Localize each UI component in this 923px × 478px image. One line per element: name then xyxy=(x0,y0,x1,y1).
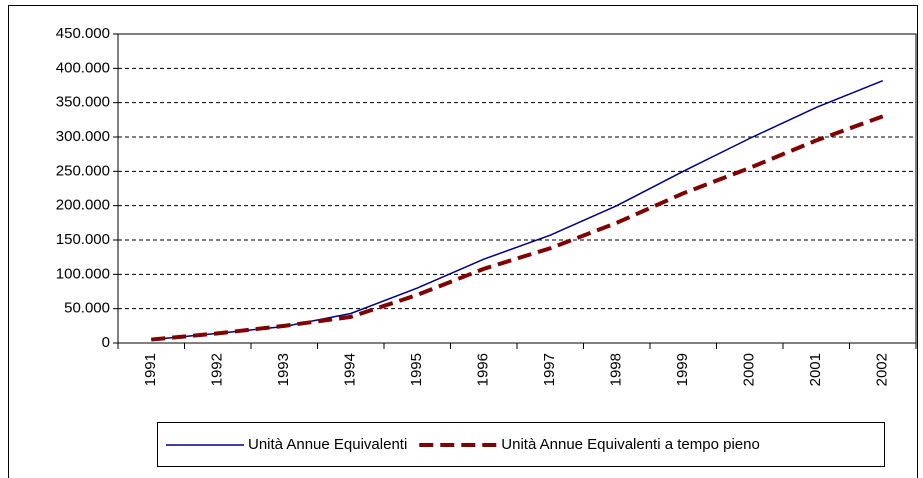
x-tick-label: 1997 xyxy=(541,353,558,386)
y-tick-label: 100.000 xyxy=(56,265,110,282)
x-tick-label: 1992 xyxy=(209,353,226,386)
y-tick-label: 450.000 xyxy=(56,25,110,42)
y-tick-label: 400.000 xyxy=(56,59,110,76)
chart-frame xyxy=(8,5,918,478)
legend-label: Unità Annue Equivalenti xyxy=(248,436,407,453)
x-tick-label: 1999 xyxy=(674,353,691,386)
y-tick-label: 0 xyxy=(102,334,110,351)
x-tick-label: 1993 xyxy=(275,353,292,386)
legend-box xyxy=(157,422,885,467)
y-tick-label: 250.000 xyxy=(56,162,110,179)
y-tick-label: 50.000 xyxy=(64,300,110,317)
x-tick-label: 1995 xyxy=(408,353,425,386)
y-tick-label: 150.000 xyxy=(56,231,110,248)
x-tick-label: 1994 xyxy=(342,353,359,386)
y-tick-label: 300.000 xyxy=(56,128,110,145)
y-tick-label: 350.000 xyxy=(56,94,110,111)
x-tick-label: 2002 xyxy=(874,353,891,386)
x-tick-label: 1991 xyxy=(142,353,159,386)
x-tick-label: 2001 xyxy=(807,353,824,386)
series-line xyxy=(151,79,884,341)
y-tick-label: 200.000 xyxy=(56,197,110,214)
x-tick-label: 2000 xyxy=(741,353,758,386)
legend-label: Unità Annue Equivalenti a tempo pieno xyxy=(501,436,760,453)
series-line xyxy=(151,114,884,342)
x-tick-label: 1996 xyxy=(475,353,492,386)
x-tick-label: 1998 xyxy=(608,353,625,386)
